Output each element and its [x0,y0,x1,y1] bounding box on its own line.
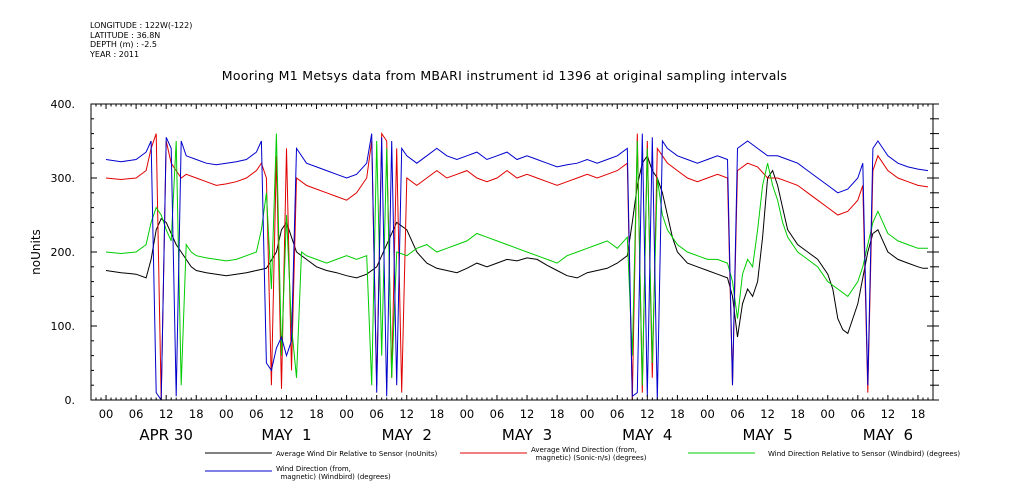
x-tick-label: 12 [760,407,775,421]
x-tick-label: 00 [99,407,114,421]
year-text: YEAR : 2011 [90,49,140,59]
x-day-label: MAY 1 [261,426,311,444]
y-tick-label: 0. [65,394,76,407]
series-line-3 [105,133,928,386]
x-tick-label: 12 [399,407,414,421]
plot-frame [90,103,934,401]
legend-label-4: magnetic) (Windbird) (degrees) [276,473,391,481]
x-tick-label: 12 [520,407,535,421]
legend-label-4: Wind Direction (from, [276,465,351,473]
x-tick-label: 06 [249,407,264,421]
chart-title: Mooring M1 Metsys data from MBARI instru… [221,68,788,83]
legend-label-1: Average Wind Dir Relative to Sensor (noU… [276,450,437,458]
x-tick-label: 12 [159,407,174,421]
x-day-label: MAY 5 [742,426,792,444]
legend-label-2: magnetic) (Sonic-n/s) (degrees) [531,454,647,462]
x-tick-label: 00 [460,407,475,421]
x-tick-label: 06 [129,407,144,421]
series-line-2 [105,132,929,400]
x-tick-label: 12 [279,407,294,421]
x-tick-label: 12 [881,407,896,421]
latitude-text: LATITUDE : 36.8N [90,30,161,40]
legend-label-3: Wind Direction Relative to Sensor (Windb… [768,450,960,458]
x-tick-label: 00 [580,407,595,421]
x-day-label: APR 30 [139,426,193,444]
x-tick-label: 06 [851,407,866,421]
x-day-label: MAY 3 [502,426,552,444]
x-tick-label: 00 [339,407,354,421]
y-axis-label: noUnits [29,229,43,275]
longitude-text: LONGITUDE : 122W(-122) [90,21,193,30]
x-day-label: MAY 6 [863,426,913,444]
series-line-4 [105,133,929,400]
x-tick-label: 18 [189,407,204,421]
series-line-1 [105,154,928,338]
x-tick-label: 00 [820,407,835,421]
y-tick-label: 200. [51,246,76,259]
y-tick-label: 300. [51,172,76,185]
x-tick-label: 06 [490,407,505,421]
legend-label-2: Average Wind Direction (from, [531,446,637,454]
x-tick-label: 06 [610,407,625,421]
x-tick-label: 18 [790,407,805,421]
x-tick-label: 12 [640,407,655,421]
x-tick-label: 06 [730,407,745,421]
x-tick-label: 18 [430,407,445,421]
x-tick-label: 00 [219,407,234,421]
y-tick-label: 100. [51,320,76,333]
depth-text: DEPTH (m) : -2.5 [90,40,157,49]
x-tick-label: 06 [369,407,384,421]
x-tick-label: 18 [911,407,926,421]
x-tick-label: 18 [309,407,324,421]
x-tick-label: 00 [700,407,715,421]
metadata-block: LONGITUDE : 122W(-122) LATITUDE : 36.8N … [90,21,192,59]
y-tick-label: 400. [51,98,76,111]
x-day-label: MAY 4 [622,426,672,444]
x-tick-label: 18 [670,407,685,421]
x-day-label: MAY 2 [382,426,432,444]
x-tick-label: 18 [550,407,565,421]
